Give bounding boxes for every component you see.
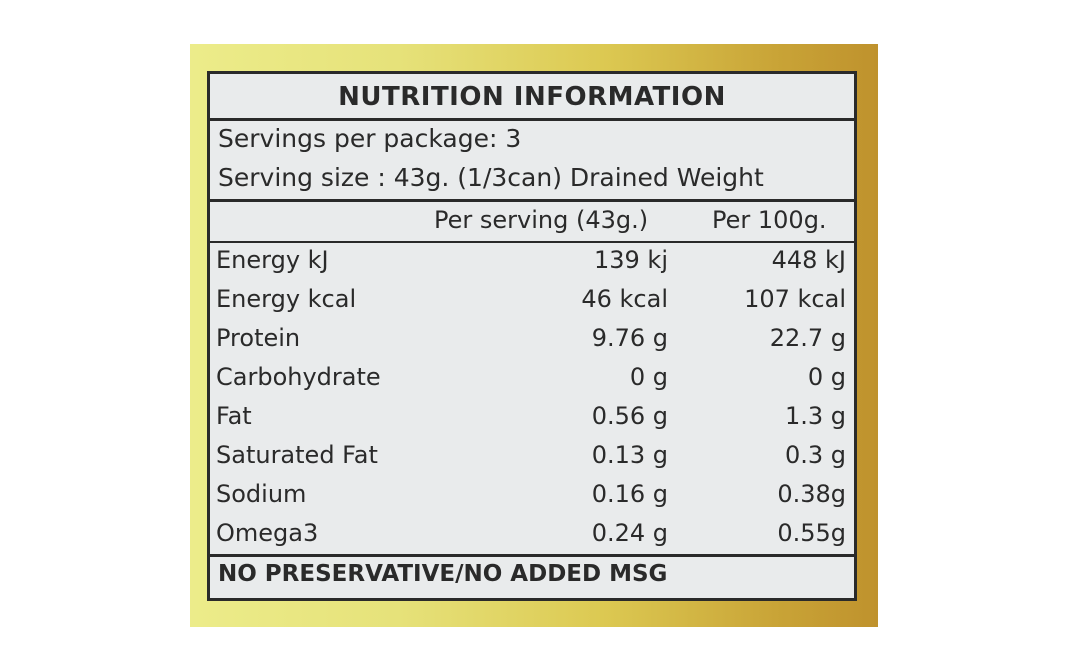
table-row-fat: Fat 0.56 g 1.3 g <box>210 400 854 438</box>
row-per-100g: 0.3 g <box>784 441 846 469</box>
serving-size: Serving size : 43g. (1/3can) Drained Wei… <box>218 163 764 192</box>
row-name: Fat <box>216 402 252 430</box>
table-row-sodium: Sodium 0.16 g 0.38g <box>210 478 854 516</box>
divider <box>210 241 854 243</box>
table-row-energy-kj: Energy kJ 139 kj 448 kJ <box>210 244 854 282</box>
nutrition-label: NUTRITION INFORMATION Servings per packa… <box>207 71 857 601</box>
row-per-serving: 139 kj <box>593 246 668 274</box>
row-per-100g: 0.38g <box>777 480 846 508</box>
label-footer: NO PRESERVATIVE/NO ADDED MSG <box>218 561 668 587</box>
table-row-omega3: Omega3 0.24 g 0.55g <box>210 517 854 555</box>
table-row-energy-kcal: Energy kcal 46 kcal 107 kcal <box>210 283 854 321</box>
row-name: Sodium <box>216 480 307 508</box>
row-name: Saturated Fat <box>216 441 378 469</box>
row-per-serving: 0.16 g <box>591 480 668 508</box>
table-row-saturated-fat: Saturated Fat 0.13 g 0.3 g <box>210 439 854 477</box>
row-per-100g: 448 kJ <box>771 246 846 274</box>
table-row-protein: Protein 9.76 g 22.7 g <box>210 322 854 360</box>
row-per-serving: 46 kcal <box>581 285 668 313</box>
row-name: Omega3 <box>216 519 319 547</box>
table-row-carbohydrate: Carbohydrate 0 g 0 g <box>210 361 854 399</box>
row-name: Carbohydrate <box>216 363 381 391</box>
row-per-100g: 1.3 g <box>784 402 846 430</box>
row-per-serving: 0.13 g <box>591 441 668 469</box>
row-name: Protein <box>216 324 301 352</box>
column-header-per-100g: Per 100g. <box>712 206 827 234</box>
servings-per-package: Servings per package: 3 <box>218 124 522 153</box>
divider <box>210 199 854 202</box>
row-per-100g: 22.7 g <box>769 324 846 352</box>
row-per-serving: 9.76 g <box>591 324 668 352</box>
row-name: Energy kcal <box>216 285 357 313</box>
row-per-serving: 0 g <box>629 363 668 391</box>
row-name: Energy kJ <box>216 246 329 274</box>
row-per-100g: 107 kcal <box>744 285 846 313</box>
row-per-100g: 0 g <box>807 363 846 391</box>
row-per-100g: 0.55g <box>777 519 846 547</box>
label-title: NUTRITION INFORMATION <box>210 74 854 121</box>
row-per-serving: 0.56 g <box>591 402 668 430</box>
divider <box>210 554 854 557</box>
row-per-serving: 0.24 g <box>591 519 668 547</box>
column-header-per-serving: Per serving (43g.) <box>434 206 649 234</box>
